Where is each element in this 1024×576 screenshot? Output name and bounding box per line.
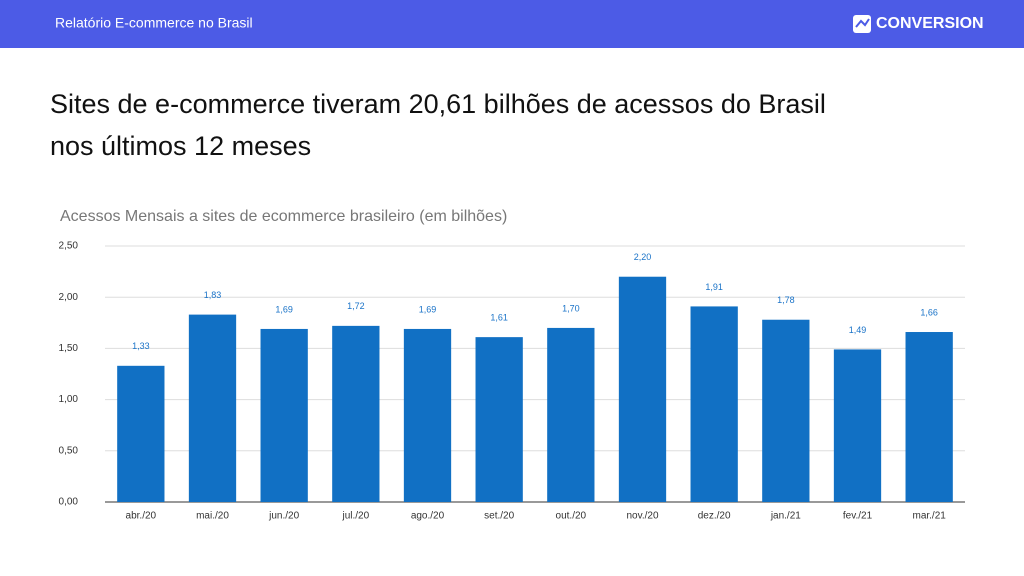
bar: [690, 306, 738, 502]
bar: [905, 332, 953, 502]
value-label: 1,70: [562, 303, 580, 313]
brand-logo: CONVERSION: [853, 15, 984, 33]
value-label: 1,69: [419, 304, 437, 314]
chart-title: Acessos Mensais a sites de ecommerce bra…: [60, 208, 507, 225]
header-title: Relatório E-commerce no Brasil: [55, 15, 253, 31]
x-tick-label: jun./20: [268, 511, 299, 522]
bar: [117, 365, 165, 502]
bar: [188, 314, 237, 502]
x-tick-label: mai./20: [196, 511, 229, 522]
y-tick-label: 1,50: [59, 343, 79, 354]
bar: [618, 276, 667, 502]
value-label: 1,61: [490, 313, 508, 323]
y-tick-label: 0,50: [59, 445, 79, 456]
headline-line: Sites de e-commerce tiveram 20,61 bilhõe…: [50, 89, 826, 119]
value-label: 1,49: [849, 325, 867, 335]
logo-mark: [855, 18, 870, 28]
bar: [762, 319, 810, 502]
bar: [260, 328, 308, 502]
headline-line: nos últimos 12 meses: [50, 131, 311, 161]
x-tick-label: out./20: [556, 511, 587, 522]
value-label: 1,91: [705, 282, 723, 292]
x-tick-label: mar./21: [912, 511, 946, 522]
x-tick-label: dez./20: [698, 511, 731, 522]
value-label: 1,78: [777, 295, 795, 305]
x-tick-label: abr./20: [126, 511, 157, 522]
y-tick-label: 2,50: [59, 241, 79, 252]
x-tick-label: ago./20: [411, 511, 445, 522]
x-tick-label: fev./21: [843, 511, 873, 522]
y-tick-label: 0,00: [59, 497, 79, 508]
value-label: 1,69: [275, 304, 293, 314]
x-tick-label: jul./20: [341, 511, 369, 522]
bar: [332, 325, 380, 502]
x-tick-label: set./20: [484, 511, 514, 522]
value-label: 1,72: [347, 301, 365, 311]
x-tick-label: jan./21: [770, 511, 801, 522]
bar: [833, 349, 882, 502]
x-tick-label: nov./20: [626, 511, 658, 522]
value-label: 1,33: [132, 341, 150, 351]
bar: [475, 337, 523, 502]
bar: [547, 327, 595, 502]
y-tick-label: 2,00: [59, 292, 79, 303]
value-label: 2,20: [634, 252, 652, 262]
brand-name: CONVERSION: [876, 15, 984, 32]
y-tick-label: 1,00: [59, 394, 79, 405]
value-label: 1,83: [204, 290, 222, 300]
value-label: 1,66: [920, 307, 938, 317]
bar: [403, 328, 452, 502]
logo-icon: [853, 15, 871, 33]
